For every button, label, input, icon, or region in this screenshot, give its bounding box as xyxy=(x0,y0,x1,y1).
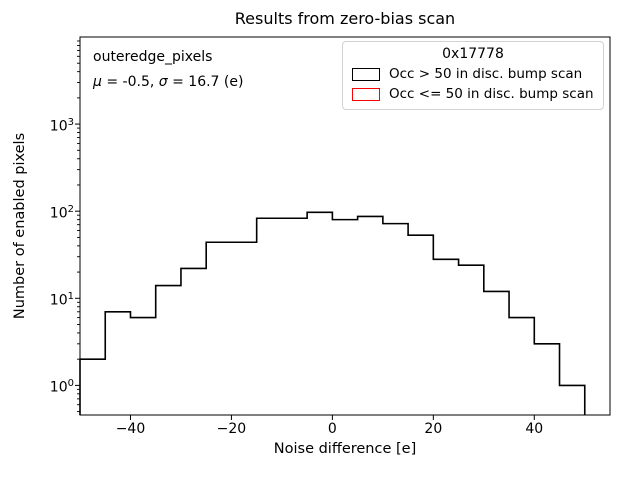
legend-entry: Occ <= 50 in disc. bump scan xyxy=(343,84,603,104)
mu-value: = -0.5, xyxy=(101,74,159,90)
y-tick-label: 103 xyxy=(49,117,74,135)
legend-entry-label: Occ > 50 in disc. bump scan xyxy=(389,66,583,82)
legend-swatch-icon xyxy=(352,67,380,81)
x-tick-label: −20 xyxy=(216,421,247,437)
x-axis-label: Noise difference [e] xyxy=(273,441,417,457)
y-tick-label: 100 xyxy=(49,378,74,397)
histogram-step-path xyxy=(79,211,586,415)
sigma-symbol: σ xyxy=(158,74,168,90)
annotation-dataset-name: outeredge_pixels xyxy=(93,49,213,65)
x-tick-label: 0 xyxy=(327,421,337,437)
axes-frame xyxy=(79,36,611,416)
sigma-value: = 16.7 (e) xyxy=(167,74,244,90)
chart-title: Results from zero-bias scan xyxy=(234,9,456,28)
x-tick-label: 20 xyxy=(424,421,443,437)
mu-symbol: μ xyxy=(93,74,102,90)
y-tick-label: 101 xyxy=(49,291,74,309)
y-axis-label: Number of enabled pixels xyxy=(12,132,28,320)
legend-rows: Occ > 50 in disc. bump scan Occ <= 50 in … xyxy=(343,64,603,104)
y-tick-exponent: 0 xyxy=(67,378,74,390)
y-tick-exponent: 2 xyxy=(67,204,74,216)
annotation-stats: μ = -0.5, σ = 16.7 (e) xyxy=(93,74,243,90)
y-tick-exponent: 1 xyxy=(67,291,74,303)
legend-swatch-icon xyxy=(352,87,380,101)
x-tick-label: 40 xyxy=(525,421,544,437)
legend-entry: Occ > 50 in disc. bump scan xyxy=(343,64,603,84)
y-tick-exponent: 3 xyxy=(67,117,74,129)
x-tick-label: −40 xyxy=(115,421,146,437)
legend-title: 0x17778 xyxy=(442,46,504,62)
y-tick-label: 102 xyxy=(49,204,74,222)
legend: 0x17778 Occ > 50 in disc. bump scan Occ <… xyxy=(342,41,604,110)
legend-entry-label: Occ <= 50 in disc. bump scan xyxy=(389,86,594,102)
